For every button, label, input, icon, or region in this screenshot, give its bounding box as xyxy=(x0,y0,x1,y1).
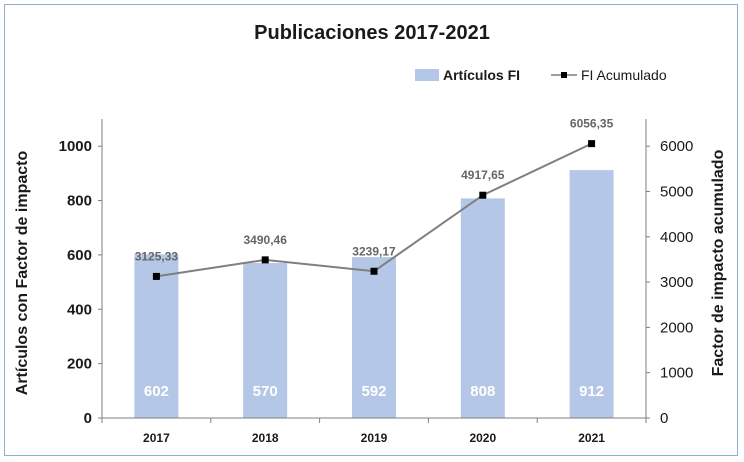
y-tick-label: 600 xyxy=(67,247,92,264)
y-tick-label: 1000 xyxy=(59,138,92,155)
y2-tick-label: 2000 xyxy=(660,319,693,336)
bar-value-label: 602 xyxy=(144,383,169,400)
x-tick-label: 2017 xyxy=(143,431,170,445)
line-value-label: 3490,46 xyxy=(244,233,288,247)
line-point-marker xyxy=(588,140,596,148)
y2-tick-label: 4000 xyxy=(660,229,693,246)
y2-tick-label: 3000 xyxy=(660,274,693,291)
bar xyxy=(134,254,179,418)
y2-axis-title: Factor de impacto acumulado xyxy=(710,149,727,376)
line-point-marker xyxy=(370,267,378,275)
line-value-label: 6056,35 xyxy=(570,117,614,131)
y2-tick-label: 5000 xyxy=(660,183,693,200)
chart-frame: Publicaciones 2017-2021 Artículos FI FI … xyxy=(4,4,738,456)
line-value-label: 3125,33 xyxy=(135,249,179,263)
plot-area: 0 200 400 600 800 1000 0 1000 2000 3000 4000 5000 60… xyxy=(59,117,694,445)
bar-value-label: 912 xyxy=(579,383,604,400)
bar xyxy=(460,198,505,418)
y-axis-title: Artículos con Factor de impacto xyxy=(14,151,31,396)
y-tick-label: 0 xyxy=(84,410,92,427)
y2-tick-label: 0 xyxy=(660,410,668,427)
y2-tick-label: 6000 xyxy=(660,138,693,155)
x-tick-label: 2021 xyxy=(578,431,605,445)
legend-line-label: FI Acumulado xyxy=(581,67,667,83)
line-point-marker xyxy=(152,272,160,280)
bar-value-label: 570 xyxy=(253,383,278,400)
bar-value-label: 808 xyxy=(470,383,495,400)
legend-line-marker xyxy=(561,72,567,78)
line-value-label: 4917,65 xyxy=(461,168,505,182)
chart-svg: Publicaciones 2017-2021 Artículos FI FI … xyxy=(14,22,727,445)
y-tick-label: 200 xyxy=(67,356,92,373)
bar xyxy=(352,257,396,418)
y-tick-label: 400 xyxy=(67,301,92,318)
bar xyxy=(569,170,614,418)
bar xyxy=(243,263,288,418)
y-tick-label: 800 xyxy=(67,193,92,210)
legend-bar-swatch xyxy=(415,69,439,81)
legend: Artículos FI FI Acumulado xyxy=(415,67,667,83)
line-value-label: 3239,17 xyxy=(352,244,396,258)
x-tick-label: 2020 xyxy=(469,431,496,445)
line-point-marker xyxy=(261,256,269,264)
chart-title: Publicaciones 2017-2021 xyxy=(254,22,490,44)
bar-value-label: 592 xyxy=(361,383,386,400)
legend-bar-label: Artículos FI xyxy=(443,67,520,83)
x-tick-label: 2019 xyxy=(361,431,388,445)
y2-tick-label: 1000 xyxy=(660,365,693,382)
x-tick-label: 2018 xyxy=(252,431,279,445)
line-point-marker xyxy=(479,191,487,199)
